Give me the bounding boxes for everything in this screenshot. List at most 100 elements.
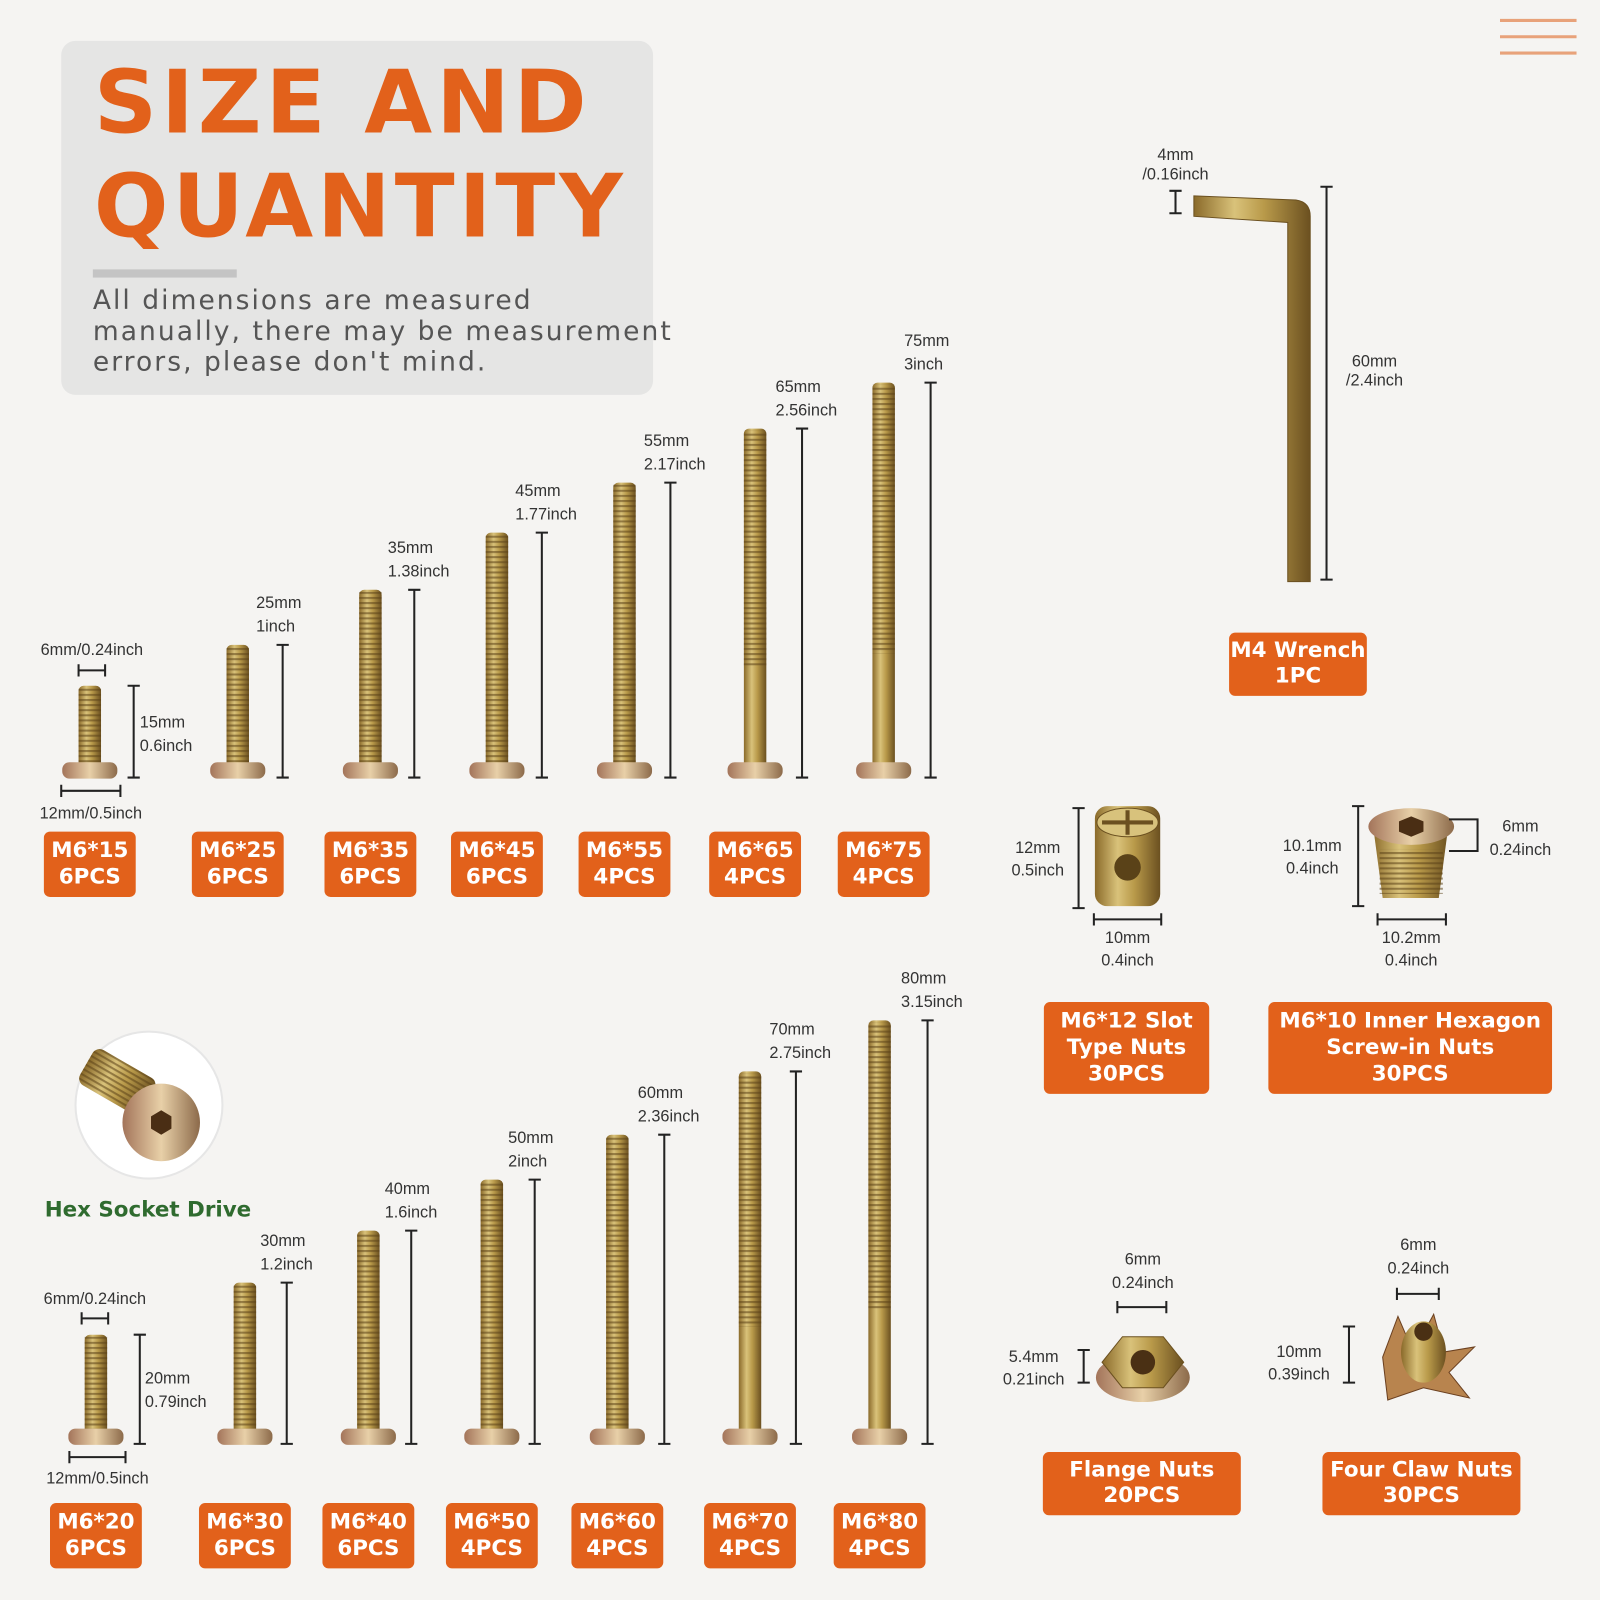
- dimension-text: 6mm/0.24inch: [44, 1290, 146, 1308]
- dimension-text: 35mm: [388, 539, 433, 557]
- screw-thread: [868, 1022, 891, 1311]
- badge-text: M6*60: [579, 1510, 656, 1535]
- badge: [1043, 1002, 1210, 1094]
- dimension-text: 2inch: [508, 1152, 547, 1170]
- dimension-text: 30mm: [260, 1232, 305, 1250]
- badge-text: 6PCS: [65, 1536, 127, 1561]
- nut-flange-hole: [1130, 1350, 1156, 1375]
- dimension-text: /2.4inch: [1346, 372, 1403, 390]
- dimension-text: 40mm: [385, 1180, 430, 1198]
- badge: [704, 1503, 796, 1569]
- screw-head: [852, 1428, 908, 1445]
- dimension-text: 3.15inch: [901, 993, 963, 1011]
- dimension-text: 80mm: [901, 970, 946, 988]
- screw: [464, 1179, 520, 1445]
- menu-icon[interactable]: [1500, 18, 1577, 55]
- screw-head: [722, 1428, 778, 1445]
- screw-thread: [233, 1284, 257, 1431]
- badge-text: 4PCS: [593, 865, 655, 890]
- dimension-text: 12mm/0.5inch: [40, 804, 142, 822]
- dimension-text: 1.38inch: [388, 563, 450, 581]
- screw: [589, 1134, 645, 1445]
- title: QUANTITY: [94, 156, 627, 258]
- nut-claw-hole: [1414, 1322, 1433, 1341]
- dimension-text: 10.2mm: [1382, 929, 1441, 947]
- badge: [1322, 1452, 1521, 1516]
- screw-head: [589, 1428, 645, 1445]
- badge-text: M6*15: [51, 838, 128, 863]
- screw-head: [217, 1428, 273, 1445]
- dimension-text: 0.79inch: [145, 1393, 207, 1411]
- dimension-text: 25mm: [256, 594, 301, 612]
- badge-text: M6*12 Slot: [1060, 1009, 1192, 1034]
- dimension-line: [77, 664, 107, 677]
- screw: [722, 1071, 778, 1445]
- screw: [210, 644, 266, 779]
- screw-thread: [357, 1232, 380, 1431]
- dimension-line: [1072, 807, 1085, 910]
- dimension-line: [280, 1281, 293, 1445]
- badge-text: 6PCS: [214, 1536, 276, 1561]
- badge: [1042, 1452, 1241, 1516]
- screw-head: [856, 762, 912, 779]
- badge-text: 30PCS: [1372, 1062, 1449, 1087]
- dimension-line: [80, 1312, 110, 1325]
- badge-text: M6*40: [330, 1510, 407, 1535]
- dimension-text: 50mm: [508, 1129, 553, 1147]
- badge-text: Screw-in Nuts: [1326, 1035, 1494, 1060]
- badge: [198, 1503, 291, 1569]
- screw-thread: [606, 1136, 629, 1431]
- badge-text: M6*65: [717, 838, 794, 863]
- screw-thread: [78, 687, 102, 765]
- title: SIZE AND: [94, 52, 591, 154]
- badge: [709, 831, 802, 897]
- badge-text: M6*25: [199, 838, 276, 863]
- dimension-text: 1.77inch: [515, 505, 577, 523]
- dimension-text: 2.36inch: [638, 1107, 700, 1125]
- nut-hex-socket: [1398, 816, 1424, 837]
- screw: [68, 1334, 124, 1445]
- badge: [833, 1503, 926, 1569]
- badge-text: M6*50: [453, 1510, 530, 1535]
- dimension-line: [1077, 1348, 1090, 1384]
- dimension-line: [658, 1133, 671, 1445]
- dimension-line: [664, 481, 677, 779]
- badge-text: 6PCS: [207, 865, 269, 890]
- dimension-line: [1342, 1325, 1356, 1384]
- dimension-line: [795, 427, 809, 779]
- badge-text: M6*75: [845, 838, 922, 863]
- hex-socket-image: [79, 1049, 200, 1162]
- badge-text: M6*55: [586, 838, 663, 863]
- dimension-line: [1376, 913, 1447, 926]
- badge-text: 6PCS: [59, 865, 121, 890]
- note: All dimensions are measured: [93, 285, 533, 316]
- dimension-text: 2.56inch: [776, 401, 838, 419]
- nut-claw-body: [1401, 1321, 1446, 1383]
- screw-head: [342, 762, 398, 779]
- screw-thread: [84, 1336, 108, 1431]
- badge-text: 6PCS: [339, 865, 401, 890]
- dimension-text: 10.1mm: [1283, 837, 1342, 855]
- dimension-line: [276, 643, 289, 779]
- screw-thread: [738, 1073, 762, 1327]
- dimension-text: 12mm/0.5inch: [46, 1470, 148, 1488]
- dimension-line: [1169, 189, 1182, 215]
- dimension-text: 5.4mm: [1009, 1348, 1059, 1366]
- badge: [50, 1503, 142, 1569]
- screw-thread: [480, 1181, 504, 1431]
- screw-thread: [872, 384, 895, 654]
- dimension-text: /0.16inch: [1142, 166, 1208, 184]
- screw: [856, 382, 912, 779]
- nut-slot-cross: [1102, 810, 1154, 835]
- dimension-text: 70mm: [769, 1021, 814, 1039]
- screw: [727, 428, 783, 779]
- badge: [445, 1503, 538, 1569]
- screw-thread: [226, 646, 249, 765]
- badge: [191, 831, 284, 897]
- dimension-line: [1395, 1287, 1440, 1300]
- dimension-text: 0.24inch: [1388, 1259, 1450, 1277]
- badge-text: 6PCS: [466, 865, 528, 890]
- badge-text: 4PCS: [853, 865, 915, 890]
- screw-head: [62, 762, 118, 779]
